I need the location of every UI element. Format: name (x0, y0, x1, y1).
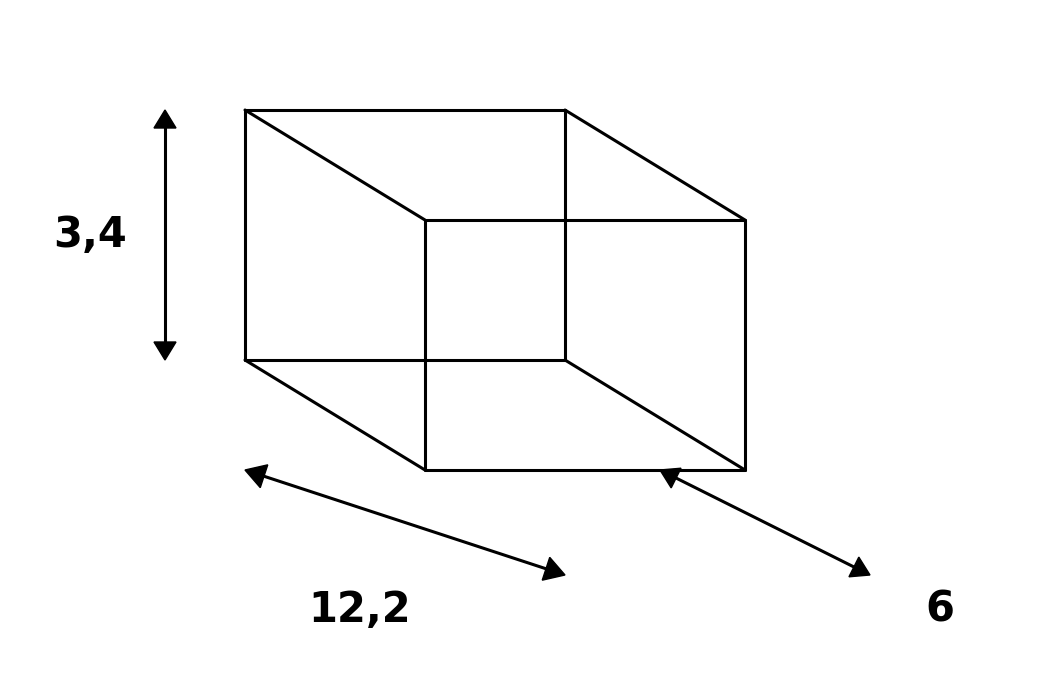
Polygon shape (245, 465, 268, 488)
Text: 3,4: 3,4 (53, 214, 126, 256)
Text: 6: 6 (926, 589, 954, 631)
Polygon shape (660, 468, 681, 488)
Polygon shape (154, 110, 176, 128)
Polygon shape (849, 557, 870, 577)
Text: 12,2: 12,2 (308, 589, 412, 631)
Polygon shape (542, 557, 565, 580)
Polygon shape (154, 342, 176, 360)
